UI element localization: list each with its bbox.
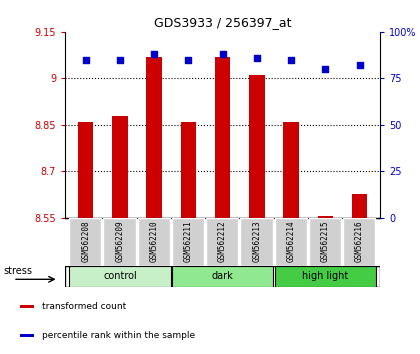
Bar bbox=[103, 218, 136, 266]
Bar bbox=[240, 218, 273, 266]
Bar bbox=[206, 218, 239, 266]
Text: GSM562214: GSM562214 bbox=[286, 221, 296, 262]
Bar bbox=[181, 122, 196, 218]
Title: GDS3933 / 256397_at: GDS3933 / 256397_at bbox=[154, 16, 291, 29]
Bar bbox=[21, 334, 34, 337]
Text: GSM562208: GSM562208 bbox=[81, 221, 90, 262]
Text: GSM562210: GSM562210 bbox=[150, 221, 159, 262]
Bar bbox=[284, 122, 299, 218]
Bar bbox=[352, 194, 367, 218]
Text: stress: stress bbox=[3, 267, 32, 276]
Point bbox=[185, 57, 192, 63]
Text: GSM562216: GSM562216 bbox=[355, 221, 364, 262]
Text: GSM562215: GSM562215 bbox=[321, 221, 330, 262]
Point bbox=[82, 57, 89, 63]
Text: GSM562209: GSM562209 bbox=[116, 221, 124, 262]
Bar bbox=[21, 305, 34, 308]
Point bbox=[356, 62, 363, 68]
Bar bbox=[172, 266, 273, 287]
Bar bbox=[172, 218, 204, 266]
Text: transformed count: transformed count bbox=[42, 302, 126, 311]
Text: percentile rank within the sample: percentile rank within the sample bbox=[42, 331, 195, 341]
Bar bbox=[112, 116, 128, 218]
Point bbox=[219, 51, 226, 57]
Bar bbox=[138, 218, 170, 266]
Text: GSM562213: GSM562213 bbox=[252, 221, 261, 262]
Text: control: control bbox=[103, 271, 137, 281]
Bar bbox=[147, 57, 162, 218]
Bar bbox=[343, 218, 375, 266]
Text: high light: high light bbox=[302, 271, 349, 281]
Point bbox=[288, 57, 294, 63]
Point bbox=[151, 51, 158, 57]
Bar bbox=[69, 266, 171, 287]
Text: GSM562211: GSM562211 bbox=[184, 221, 193, 262]
Bar bbox=[275, 266, 376, 287]
Point bbox=[322, 66, 329, 72]
Point bbox=[254, 55, 260, 61]
Bar bbox=[318, 216, 333, 218]
Bar bbox=[249, 75, 265, 218]
Bar bbox=[215, 57, 230, 218]
Text: dark: dark bbox=[212, 271, 234, 281]
Text: GSM562212: GSM562212 bbox=[218, 221, 227, 262]
Bar bbox=[309, 218, 341, 266]
Bar bbox=[78, 122, 93, 218]
Point bbox=[116, 57, 123, 63]
Bar bbox=[275, 218, 307, 266]
Bar bbox=[69, 218, 101, 266]
